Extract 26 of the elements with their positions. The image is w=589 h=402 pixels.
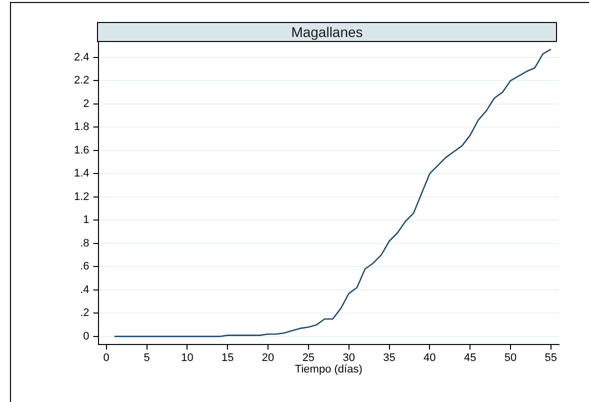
y-tick-label: 0 [83,330,90,342]
y-tick-label: 2.4 [74,51,90,64]
x-tick-label: 30 [342,352,355,364]
x-tick-label: 35 [383,352,396,364]
x-tick-label: 0 [103,352,110,364]
y-tick-label: 2 [83,98,90,110]
y-tick-label: 1.6 [74,144,90,156]
x-axis-title: Tiempo (días) [294,363,362,376]
x-tick-label: 55 [544,352,558,364]
x-tick-label: 10 [181,352,194,364]
y-tick-label: 2.2 [74,74,90,87]
y-tick-label: .8 [80,237,90,250]
y-tick-label: 1.2 [74,190,90,203]
y-tick-label: .2 [80,307,90,320]
y-tick-label: 1.8 [74,121,90,134]
x-tick-label: 20 [262,352,274,364]
y-tick-label: .6 [80,260,90,273]
y-tick-label: .4 [80,284,90,296]
y-tick-label: 1.4 [74,168,90,180]
x-tick-label: 25 [302,352,315,364]
x-tick-label: 40 [424,352,436,364]
y-tick-label: 1 [83,214,90,226]
x-tick-label: 15 [221,352,234,364]
x-tick-label: 45 [464,352,476,364]
x-tick-label: 5 [144,352,150,364]
x-tick-label: 50 [504,352,517,364]
